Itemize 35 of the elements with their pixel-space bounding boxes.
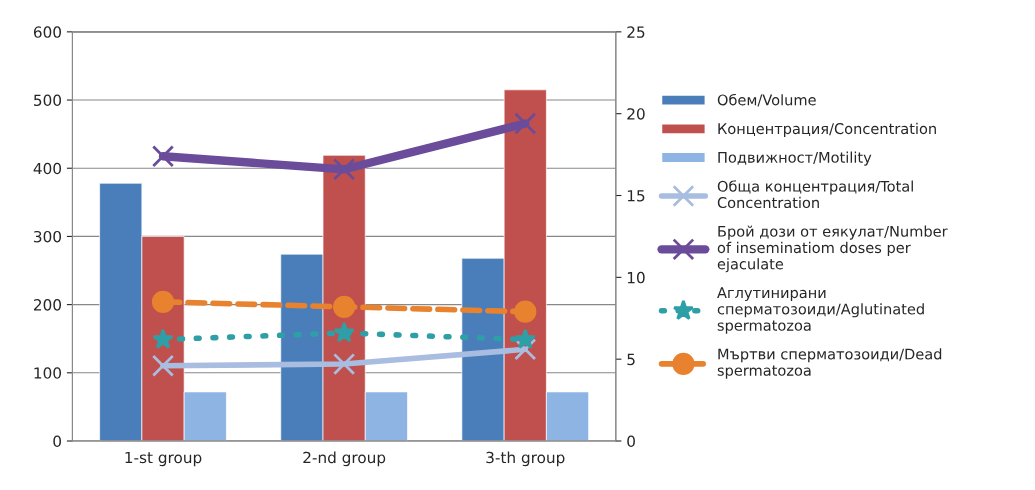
point — [333, 352, 356, 376]
y-tick-label: 200 — [33, 299, 62, 311]
point — [151, 290, 175, 313]
y-tick-label: 0 — [53, 435, 62, 448]
point — [152, 328, 174, 349]
legend-label: Мъртви сперматозоиди/Dead spermatozoa — [717, 348, 942, 379]
legend-label: Концентрация/Concentration — [718, 122, 936, 137]
point — [333, 295, 356, 318]
point — [151, 145, 175, 168]
y2-tick-label: 10 — [627, 271, 645, 284]
legend-label: Брой дози от еякулат/Number of inseminatiom doses per ejaculate — [717, 225, 948, 273]
point — [514, 338, 537, 361]
point — [333, 158, 356, 181]
legend-label: Подвижност/Motility — [718, 151, 872, 166]
y2-tick-label: 25 — [627, 26, 645, 38]
x-tick-label: 2-nd group — [303, 451, 386, 467]
legend-label: Обща концентрация/Total Concentration — [717, 180, 913, 209]
legend-label: Аглутинирани сперматозоиди/Aglutinated spermatozoa — [717, 287, 924, 334]
y2-tick-label: 0 — [627, 435, 635, 448]
y2-tick-label: 5 — [627, 353, 635, 366]
y2-tick-label: 20 — [627, 108, 645, 120]
y-tick-label: 400 — [33, 162, 62, 175]
point — [514, 328, 536, 349]
y-tick-label: 600 — [33, 26, 62, 38]
point — [333, 321, 355, 343]
point — [151, 354, 175, 377]
legend-label: Обем/Volume — [717, 93, 816, 107]
x-tick-label: 3-th group — [486, 451, 565, 467]
y-tick-label: 500 — [34, 94, 62, 107]
point — [514, 300, 537, 323]
y-tick-label: 300 — [34, 230, 62, 243]
y-tick-label: 100 — [34, 367, 62, 379]
y2-tick-label: 15 — [627, 190, 645, 202]
x-tick-label: 1-st group — [125, 451, 202, 467]
point — [514, 112, 537, 135]
